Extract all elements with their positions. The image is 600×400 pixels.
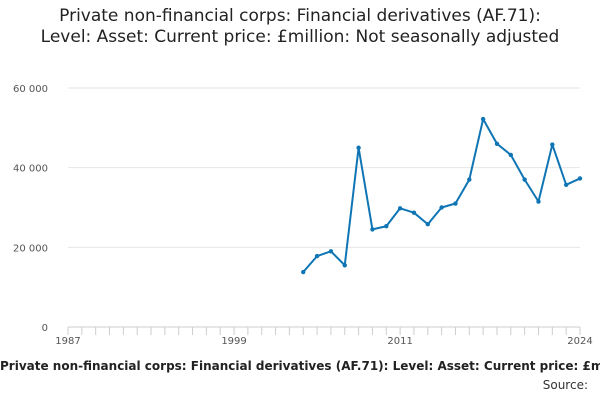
data-point[interactable] [328,249,334,254]
y-tick-label: 20 000 [13,243,48,254]
x-axis-ticks: 1987 1999 2011 2024 [55,327,593,347]
data-point[interactable] [425,222,430,227]
legend: Private non-financial corps: Financial d… [0,359,600,377]
data-point[interactable] [550,142,555,147]
data-point[interactable] [411,210,417,215]
data-point[interactable] [370,227,375,232]
gridlines [68,87,580,248]
plot-area [301,116,583,275]
data-point[interactable] [439,205,444,210]
data-point[interactable] [301,269,306,275]
series-line [302,118,581,273]
data-point[interactable] [522,177,527,182]
data-point[interactable] [494,141,500,146]
source-label[interactable]: Source: [542,378,588,392]
x-tick-label: 2011 [387,336,412,347]
data-point[interactable] [384,224,389,229]
y-tick-label: 60 000 [13,84,48,95]
data-point[interactable] [563,182,569,187]
data-point[interactable] [480,116,486,122]
data-point[interactable] [342,263,347,268]
x-tick-label: 2024 [567,336,592,347]
data-point[interactable] [508,152,514,158]
data-point[interactable] [577,176,583,181]
data-point[interactable] [314,253,320,259]
legend-entry[interactable]: Private non-financial corps: Financial d… [0,359,600,373]
chart-title: Private non-financial corps: Financial d… [40,6,560,47]
y-tick-label: 0 [42,323,48,334]
data-point[interactable] [536,199,541,204]
data-point[interactable] [356,145,361,150]
y-tick-label: 40 000 [13,164,48,175]
y-axis: 0 20 000 40 000 60 000 [13,84,48,334]
data-point[interactable] [397,206,403,211]
x-tick-label: 1987 [55,336,80,347]
x-tick-label: 1999 [221,336,246,347]
data-point[interactable] [467,177,472,182]
data-point[interactable] [453,201,458,206]
